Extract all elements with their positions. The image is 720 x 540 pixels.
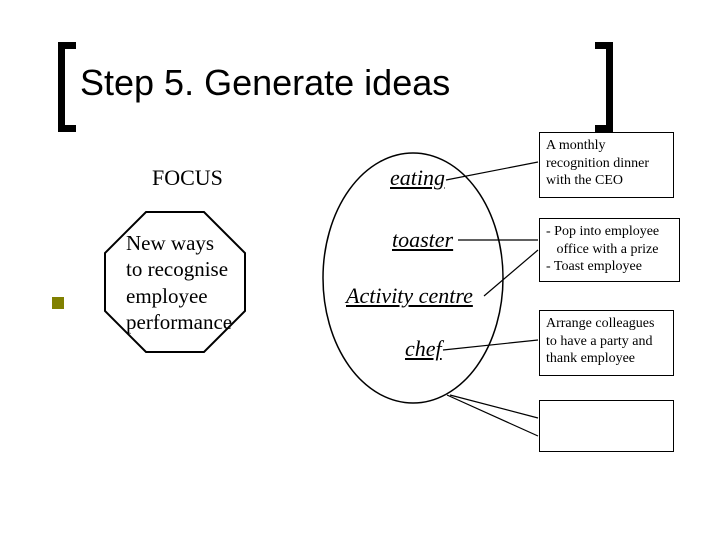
focus-octagon-line: New ways: [126, 230, 232, 256]
center-word-eating: eating: [390, 165, 445, 191]
accent-square: [52, 297, 64, 309]
connector-line-2: [484, 250, 538, 296]
title-bracket-right: [595, 42, 613, 132]
connector-line-0: [446, 162, 538, 180]
focus-octagon-line: employee: [126, 283, 232, 309]
connector-line-5: [447, 395, 538, 436]
box-party: Arrange colleagues to have a party and t…: [539, 310, 674, 376]
center-word-toaster: toaster: [392, 227, 453, 253]
slide-title: Step 5. Generate ideas: [80, 62, 450, 104]
box-pop-toast: - Pop into employee office with a prize …: [539, 218, 680, 282]
box-ceo-dinner: A monthly recognition dinner with the CE…: [539, 132, 674, 198]
connector-line-3: [443, 340, 538, 350]
title-bracket-left: [58, 42, 76, 132]
focus-octagon-line: performance: [126, 309, 232, 335]
focus-octagon-text: New waysto recogniseemployeeperformance: [126, 230, 232, 335]
focus-octagon-line: to recognise: [126, 256, 232, 282]
box-empty: [539, 400, 674, 452]
center-word-activity-centre: Activity centre: [346, 283, 473, 309]
focus-label: FOCUS: [152, 165, 223, 191]
center-word-chef: chef: [405, 336, 442, 362]
connector-line-4: [450, 395, 538, 418]
slide: Step 5. Generate ideas FOCUS New waysto …: [0, 0, 720, 540]
